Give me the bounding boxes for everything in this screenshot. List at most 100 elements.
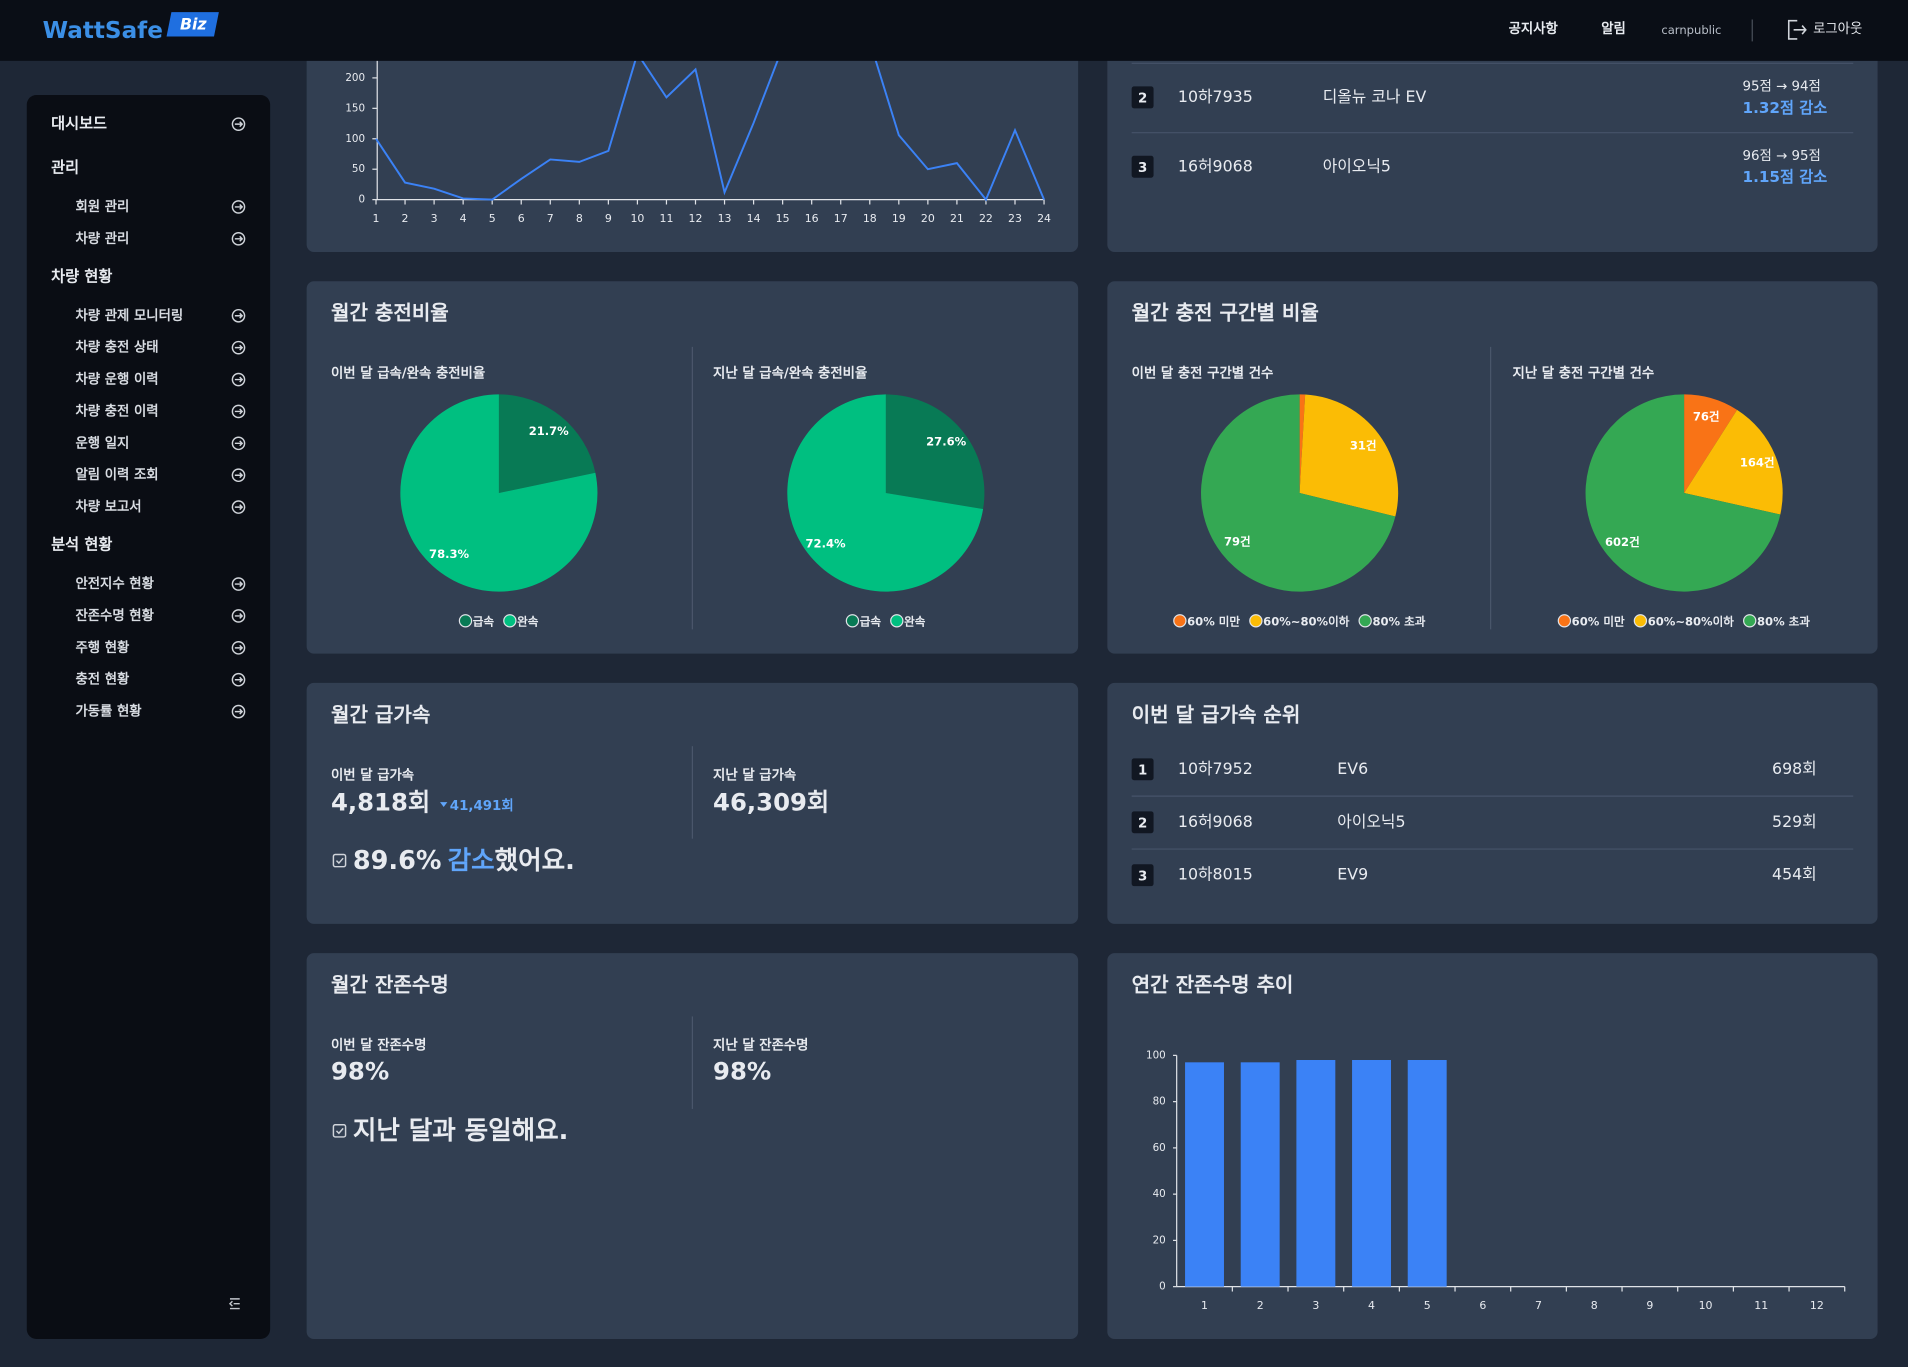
panel-title: 월간 충전비율 [331, 301, 449, 325]
bar [1352, 1060, 1391, 1287]
x-tick-label: 6 [1479, 1299, 1486, 1312]
arrow-icon [231, 404, 246, 419]
pie-slice [787, 394, 984, 592]
stat-value: 98% [713, 1056, 771, 1085]
arrow-icon [234, 472, 244, 479]
menu-section: 관리 [51, 158, 79, 176]
bar [1296, 1060, 1336, 1287]
menu-item[interactable]: 차량 운행 이력 [75, 371, 158, 388]
nav-link[interactable]: 알림 [1601, 21, 1626, 37]
menu-item[interactable]: 잔존수명 현황 [75, 607, 154, 624]
menu-item[interactable]: 차량 보고서 [75, 499, 141, 515]
legend-swatch [1249, 614, 1263, 628]
y-tick-label: 150 [345, 102, 365, 114]
score-change: 96점 → 95점 [1743, 148, 1821, 164]
x-tick-label: 4 [460, 212, 467, 225]
x-tick-label: 7 [547, 212, 554, 225]
x-tick-label: 22 [979, 212, 993, 225]
menu-item[interactable]: 회원 관리 [75, 198, 129, 215]
x-tick-label: 1 [373, 212, 380, 225]
menu-item[interactable]: 차량 관제 모니터링 [75, 307, 183, 324]
y-tick-label: 20 [1153, 1234, 1166, 1246]
y-tick-label: 60 [1153, 1142, 1166, 1154]
line [375, 15, 1045, 202]
stat-label: 이번 달 잔존수명 [331, 1037, 426, 1054]
slice-label: 164건 [1740, 455, 1775, 469]
rank-badge [1131, 864, 1154, 887]
arrow-icon [234, 504, 244, 511]
arrow-icon [231, 704, 246, 719]
legend-label: 60% 미만 [1187, 615, 1240, 629]
panel-title: 월간 급가속 [331, 702, 430, 726]
panel-title: 연간 잔존수명 추이 [1132, 972, 1294, 996]
arrow-icon [231, 672, 246, 687]
arrow-icon [231, 436, 246, 451]
logout[interactable]: 로그아웃 [1813, 21, 1862, 37]
x-tick-label: 9 [605, 212, 612, 225]
y-tick-label: 50 [352, 163, 365, 175]
menu-item[interactable]: 운행 일지 [75, 435, 129, 451]
arrow-icon [231, 340, 246, 355]
legend-label: 60% 미만 [1572, 615, 1625, 629]
pie-slice [1684, 409, 1783, 515]
legend-swatch [1557, 614, 1572, 628]
arrow-icon [231, 117, 246, 131]
menu-item[interactable]: 안전지수 현황 [75, 575, 154, 592]
model: EV6 [1337, 759, 1368, 778]
x-tick-label: 3 [1312, 1299, 1319, 1312]
legend-label: 급속 [860, 615, 882, 629]
panel [306, 0, 1079, 252]
x-tick-label: 12 [1810, 1299, 1824, 1312]
arrow-icon [234, 612, 244, 619]
summary-highlight: 감소 [448, 846, 495, 876]
count: 529회 [1772, 812, 1817, 831]
chart-subtitle: 지난 달 충전 구간별 건수 [1513, 365, 1655, 382]
arrow-icon [234, 644, 244, 651]
arrow-icon [234, 312, 244, 319]
arrow-icon [231, 232, 246, 246]
score-drop: 1.15점 감소 [1743, 168, 1828, 186]
slice-label: 602건 [1605, 535, 1640, 549]
menu-item[interactable]: 가동률 현황 [75, 703, 142, 720]
menu-item[interactable]: 차량 충전 이력 [75, 402, 158, 419]
arrow-icon [231, 641, 246, 655]
menu-item[interactable]: 주행 현황 [75, 639, 130, 656]
x-tick-label: 8 [576, 212, 583, 225]
stat-label: 지난 달 급가속 [713, 766, 796, 783]
menu-item[interactable]: 알림 이력 조회 [75, 466, 158, 483]
x-tick-label: 20 [921, 212, 935, 225]
legend: 60% 미만 60%~80%이하 80% 초과 [1173, 614, 1426, 629]
panel [1107, 682, 1878, 924]
nav-link[interactable]: 공지사항 [1509, 20, 1559, 37]
logout-icon [1787, 19, 1807, 40]
legend-label: 완속 [904, 615, 926, 629]
stat-value: 98% [331, 1056, 389, 1085]
menu-item[interactable]: 충전 현황 [75, 671, 130, 688]
pie-slice [885, 394, 985, 510]
legend-swatch [890, 614, 904, 628]
rank-badge [1131, 155, 1154, 178]
plate: 16허9068 [1178, 156, 1253, 175]
check-icon [335, 857, 344, 865]
slice-label: 27.6% [926, 434, 966, 448]
chart-subtitle: 이번 달 급속/완속 충전비율 [331, 365, 485, 382]
sidebar [26, 94, 271, 1340]
score-change: 95점 → 94점 [1743, 78, 1821, 94]
rank-number: 1 [1138, 764, 1147, 779]
logo-badge [166, 12, 219, 37]
arrow-icon [231, 372, 246, 387]
stat-diff: 41,491회 [450, 798, 514, 814]
menu-item[interactable]: 차량 관리 [75, 230, 129, 247]
rank-badge [1131, 811, 1154, 834]
x-tick-label: 14 [747, 212, 761, 225]
legend-label: 60%~80%이하 [1648, 615, 1735, 629]
slice-label: 76건 [1693, 410, 1720, 424]
plate: 10하8015 [1178, 865, 1253, 884]
arrow-icon [234, 235, 244, 242]
summary: 지난 달과 동일해요. [353, 1116, 568, 1146]
bar [1185, 1062, 1224, 1287]
panel [306, 953, 1079, 1340]
menu-item[interactable]: 차량 충전 상태 [75, 339, 158, 356]
x-tick-label: 3 [431, 212, 438, 225]
arrow-icon [231, 308, 246, 323]
